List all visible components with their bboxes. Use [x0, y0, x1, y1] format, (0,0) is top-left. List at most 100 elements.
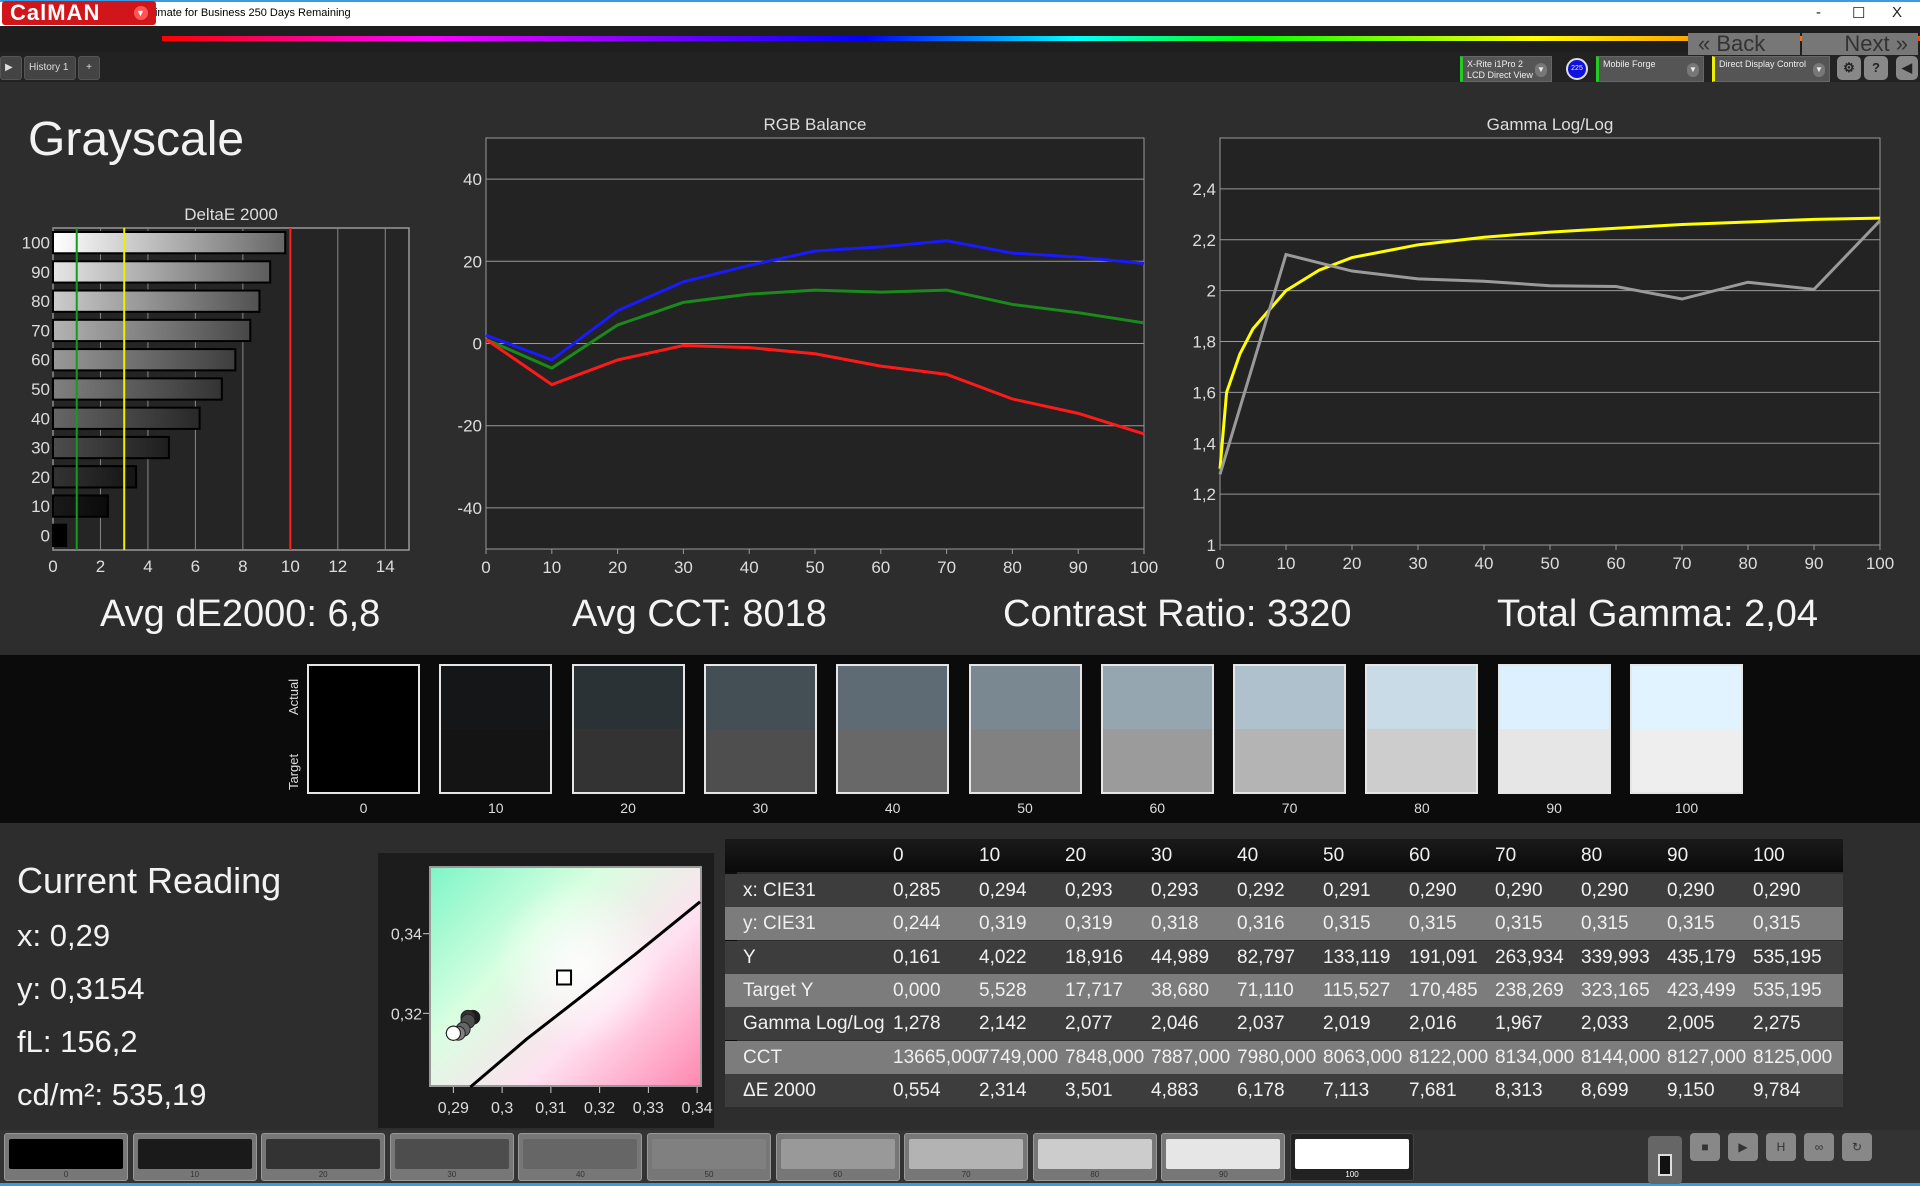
- patch-label: 0: [63, 1170, 69, 1179]
- planckian-locus: [469, 900, 701, 1089]
- chevron-down-icon: ▼: [1813, 63, 1825, 77]
- x-tick-label: 10: [542, 558, 561, 577]
- cell: 4,883: [1151, 1079, 1199, 1101]
- loop-icon[interactable]: ∞: [1804, 1133, 1834, 1161]
- save-icon[interactable]: H: [1766, 1133, 1796, 1161]
- x-tick-label: 6: [191, 557, 200, 576]
- patch-button-100[interactable]: 100: [1290, 1133, 1414, 1181]
- patch-button-20[interactable]: 20: [261, 1133, 386, 1181]
- add-tab-button[interactable]: +: [78, 56, 100, 80]
- patch-button-70[interactable]: 70: [904, 1133, 1029, 1181]
- page-title: Grayscale: [28, 113, 245, 166]
- actual-color: [970, 666, 1080, 729]
- scroll-control[interactable]: [1648, 1136, 1682, 1184]
- x-tick-label: 50: [1541, 554, 1560, 573]
- avg-de-summary: Avg dE2000: 6,8: [100, 593, 381, 635]
- cell: 238,269: [1495, 979, 1564, 1001]
- patch-label: 80: [1090, 1170, 1100, 1179]
- rainbow-bar: [162, 36, 1920, 41]
- tab-history-1[interactable]: History 1: [24, 56, 76, 80]
- collapse-icon[interactable]: ◀: [1896, 56, 1918, 80]
- source-select[interactable]: Mobile Forge ▼: [1596, 56, 1704, 82]
- next-button[interactable]: Next »: [1802, 33, 1918, 55]
- x-tick-label: 0,32: [584, 1100, 615, 1117]
- display-select[interactable]: Direct Display Control ▼: [1712, 56, 1830, 82]
- x-tick-label: 30: [674, 558, 693, 577]
- actual-color: [441, 666, 551, 729]
- close-button[interactable]: X: [1892, 4, 1903, 21]
- series-line-1: [485, 288, 1145, 370]
- patch-color: [652, 1139, 766, 1169]
- patch-button-30[interactable]: 30: [389, 1133, 514, 1181]
- cell: 5,528: [979, 979, 1027, 1001]
- cell: 0,319: [1065, 913, 1113, 935]
- cell: 2,037: [1237, 1013, 1285, 1035]
- gear-icon[interactable]: ⚙: [1837, 56, 1861, 80]
- patch-color: [394, 1139, 509, 1169]
- meter-select[interactable]: X-Rite i1Pro 2 LCD Direct View ▼: [1460, 56, 1552, 82]
- y-tick-label: 2,4: [1192, 180, 1216, 199]
- swatch-label: 80: [1414, 800, 1430, 816]
- swatch-50: [968, 664, 1082, 794]
- calman-menu-button[interactable]: CalMAN ▼: [2, 1, 156, 25]
- x-tick-label: 80: [1739, 554, 1758, 573]
- reading-cdm2: cd/m²: 535,19: [17, 1077, 207, 1112]
- cell: 1,967: [1495, 1013, 1543, 1035]
- row-label: Target Y: [743, 979, 814, 1001]
- patch-button-40[interactable]: 40: [518, 1133, 643, 1181]
- x-tick-label: 8: [238, 557, 247, 576]
- y-tick-label: 40: [463, 170, 482, 189]
- cell: 60: [1409, 845, 1431, 866]
- target-color: [838, 729, 948, 792]
- patch-button-0[interactable]: 0: [4, 1133, 128, 1181]
- cell: 535,195: [1753, 979, 1822, 1001]
- y-tick-label: 1,4: [1192, 434, 1216, 453]
- bar-100: [52, 231, 287, 255]
- x-tick-label: 70: [1673, 554, 1692, 573]
- cell: 3,501: [1065, 1079, 1113, 1101]
- patch-button-50[interactable]: 50: [647, 1133, 771, 1181]
- patch-button-80[interactable]: 80: [1032, 1133, 1157, 1181]
- stop-icon[interactable]: ■: [1690, 1133, 1720, 1161]
- rgb-balance-chart: RGB Balance 40 20 0 -20 -40 0 10 20 30 40 50 60 70 80 9…: [457, 115, 1158, 577]
- cell: 0,290: [1753, 880, 1801, 901]
- table-row: x: CIE31 0,285 0,294 0,293 0,293 0,292 0,291 0,…: [725, 874, 1843, 907]
- swatch-60: [1100, 664, 1214, 794]
- swatch-20: [571, 664, 685, 794]
- row-label: x: CIE31: [743, 880, 816, 901]
- swatch-label: 30: [752, 800, 769, 816]
- maximize-button[interactable]: ☐: [1852, 5, 1866, 22]
- patch-button-60[interactable]: 60: [775, 1133, 900, 1181]
- actual-color: [573, 666, 683, 729]
- row-label: CCT: [743, 1046, 783, 1068]
- back-label: Back: [1716, 31, 1766, 56]
- cell: 133,119: [1323, 946, 1391, 968]
- y-tick-label: 1,6: [1192, 383, 1216, 402]
- play-icon[interactable]: ▶: [1728, 1133, 1758, 1161]
- actual-color: [1235, 666, 1345, 729]
- actual-color: [1367, 666, 1477, 729]
- patch-color: [523, 1139, 638, 1169]
- minimize-button[interactable]: -: [1816, 4, 1821, 21]
- actual-color: [705, 666, 815, 729]
- patch-color: [266, 1139, 381, 1169]
- patch-button-90[interactable]: 90: [1161, 1133, 1286, 1181]
- swatch-40: [836, 664, 950, 794]
- x-tick-label: 100: [1866, 554, 1894, 573]
- refresh-icon[interactable]: ↻: [1842, 1133, 1872, 1161]
- help-icon[interactable]: ?: [1864, 56, 1888, 80]
- patch-label: 50: [704, 1170, 714, 1179]
- patch-button-10[interactable]: 10: [132, 1133, 257, 1181]
- play-icon[interactable]: ▶: [0, 56, 22, 80]
- actual-color: [309, 666, 418, 729]
- meter-badge[interactable]: 225: [1566, 58, 1588, 80]
- cell: 0,293: [1065, 880, 1113, 901]
- cell: 9,150: [1667, 1079, 1715, 1101]
- row-label: ΔE 2000: [743, 1079, 816, 1101]
- cell: 170,485: [1409, 979, 1478, 1001]
- bar-0: [52, 523, 68, 547]
- window-titlebar: CalMAN 2018 CalMAN Ultimate for Business…: [0, 0, 1920, 26]
- back-button[interactable]: « Back: [1688, 33, 1800, 55]
- cell: 7,681: [1409, 1079, 1457, 1101]
